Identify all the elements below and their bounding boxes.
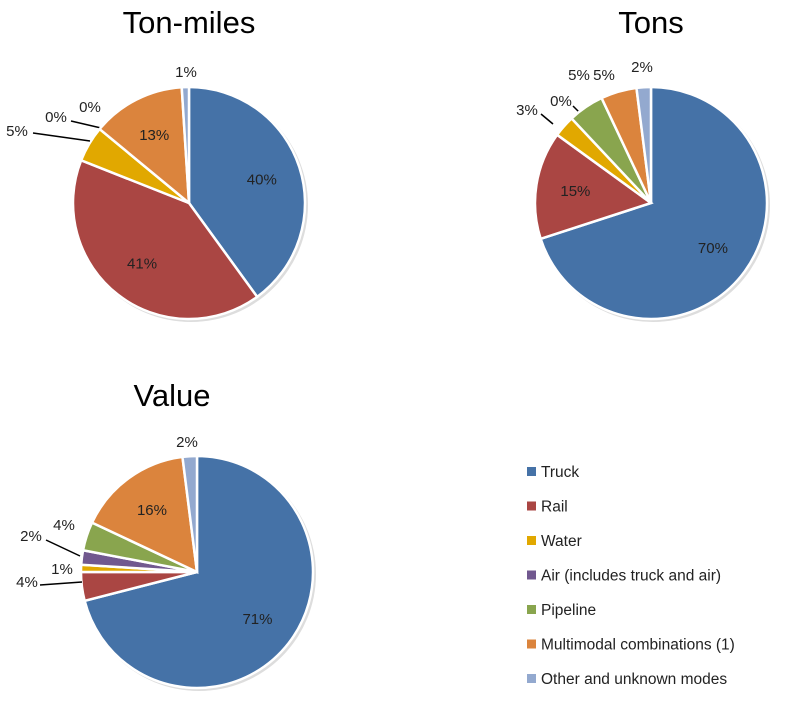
data-label: 2% xyxy=(631,59,653,76)
pie-value: Value 71% 4% 1% 2% 4% 16% 2% xyxy=(16,378,316,691)
leader-line xyxy=(39,581,83,586)
data-label: 41% xyxy=(127,255,157,272)
leader-line xyxy=(572,105,580,113)
chart-title: Tons xyxy=(618,5,683,40)
legend-item: Rail xyxy=(541,499,568,516)
legend-swatch xyxy=(527,674,536,683)
slice-truck xyxy=(539,85,769,321)
data-label: 5% xyxy=(6,123,28,140)
legend: Truck Rail Water Air (includes truck and ai… xyxy=(527,464,735,688)
slice-multimodal xyxy=(90,455,199,575)
data-label: 4% xyxy=(16,574,38,591)
leader-line xyxy=(540,113,554,125)
data-label: 5% xyxy=(593,67,615,84)
legend-swatch xyxy=(527,639,536,649)
data-label: 2% xyxy=(176,434,198,451)
data-label: 2% xyxy=(20,528,42,545)
legend-item: Pipeline xyxy=(541,602,596,619)
leader-line xyxy=(70,120,102,129)
pie-ton-miles: Ton-miles 40% 41% 5% 0% 0% 13% 1% xyxy=(6,5,308,322)
data-label: 0% xyxy=(45,109,67,126)
legend-item: Water xyxy=(541,533,582,550)
data-label: 40% xyxy=(247,171,277,188)
data-label: 5% xyxy=(568,67,590,84)
data-label: 1% xyxy=(51,561,73,578)
data-label: 13% xyxy=(139,127,169,144)
legend-swatch xyxy=(527,467,536,476)
chart-title: Ton-miles xyxy=(123,5,256,40)
slice-truck xyxy=(187,85,307,299)
slice-multimodal xyxy=(97,85,191,206)
legend-item: Other and unknown modes xyxy=(541,671,727,688)
slice-rail xyxy=(533,133,654,241)
slice-rail xyxy=(71,158,259,321)
pie-tons: Tons 70% 15% 3% 0% 5% 5% 2% xyxy=(516,5,770,322)
data-label: 16% xyxy=(137,502,167,519)
data-label: 1% xyxy=(175,64,197,81)
slice-truck xyxy=(83,454,315,690)
slice-other xyxy=(635,85,653,204)
data-label: 71% xyxy=(242,611,272,628)
legend-item: Truck xyxy=(541,464,579,481)
data-label: 0% xyxy=(550,93,572,110)
legend-swatch xyxy=(527,605,536,614)
legend-item: Multimodal combinations (1) xyxy=(541,637,735,654)
leader-line xyxy=(32,132,91,142)
data-label: 3% xyxy=(516,102,538,119)
data-label: 70% xyxy=(698,240,728,257)
leader-line xyxy=(45,539,81,557)
legend-swatch xyxy=(527,501,536,511)
data-label: 4% xyxy=(53,517,75,534)
legend-swatch xyxy=(527,570,536,580)
legend-item: Air (includes truck and air) xyxy=(541,568,721,585)
slice-other xyxy=(180,85,191,204)
legend-swatch xyxy=(527,536,536,545)
data-label: 0% xyxy=(79,99,101,116)
slice-other xyxy=(181,454,199,573)
chart-title: Value xyxy=(134,378,211,413)
data-label: 15% xyxy=(560,183,590,200)
